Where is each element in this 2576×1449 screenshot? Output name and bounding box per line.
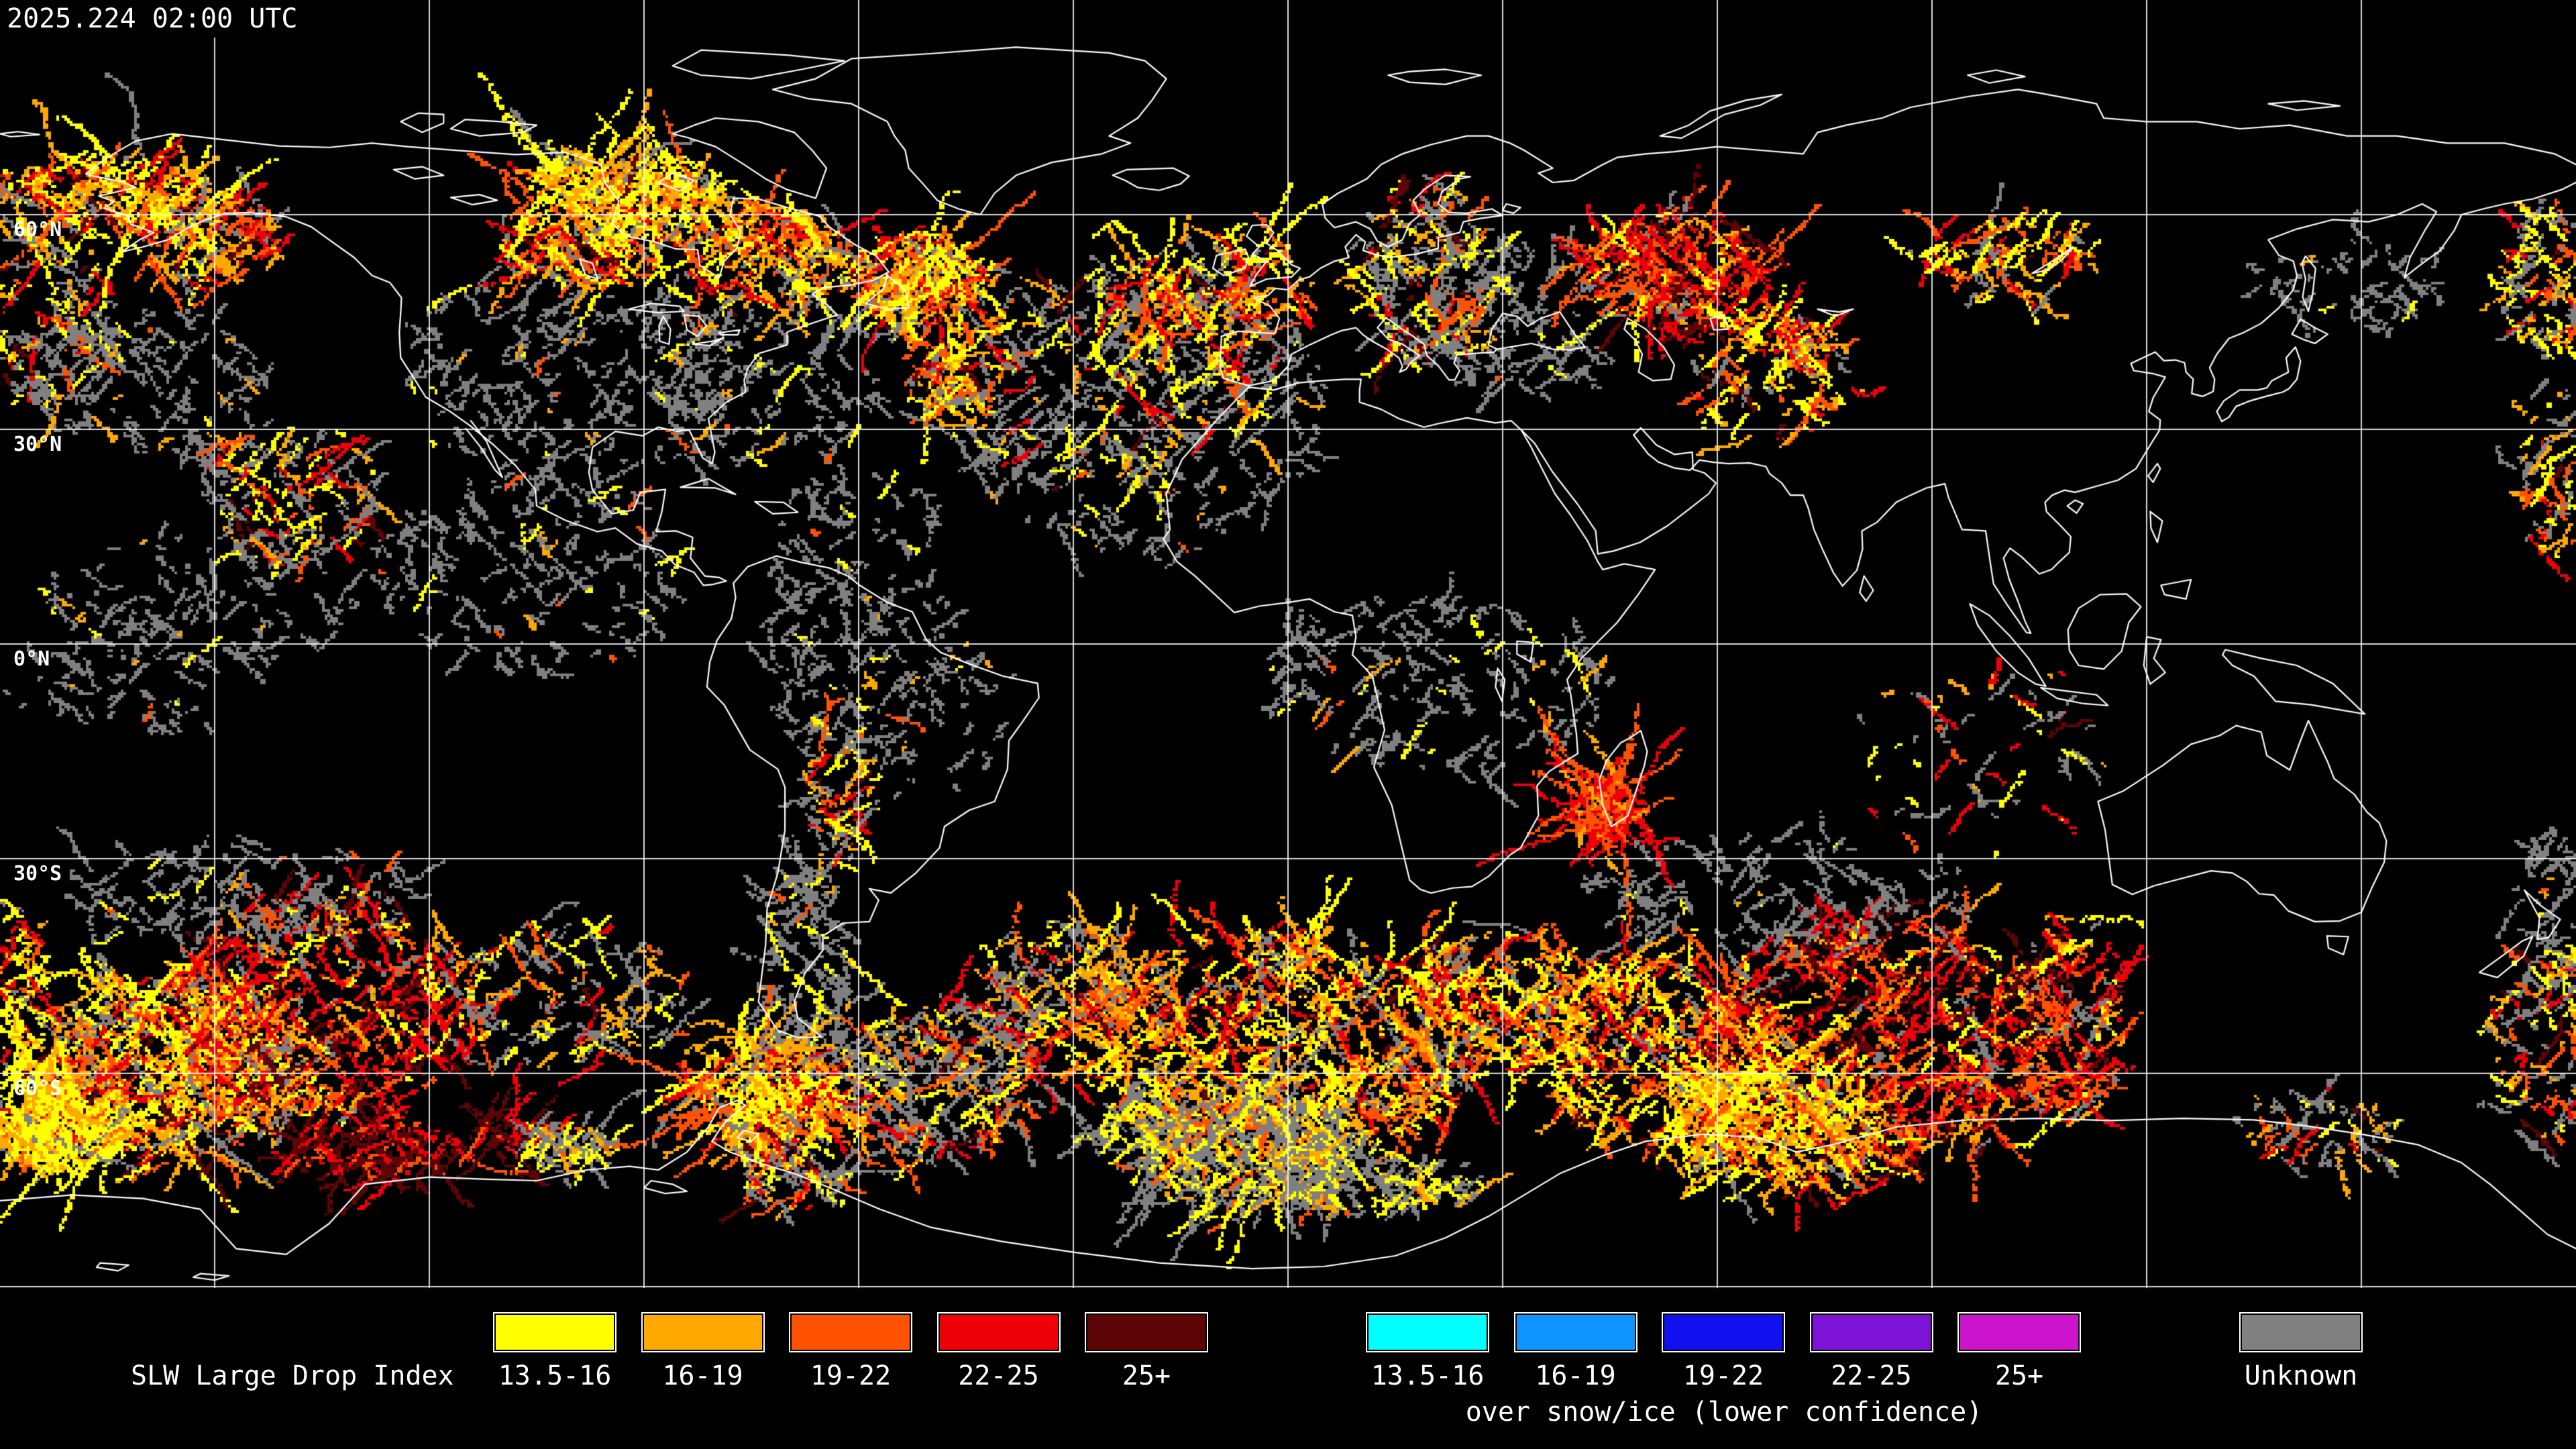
legend-swatch — [789, 1312, 912, 1352]
legend-swatch — [1809, 1312, 1933, 1352]
lat-label: 0°N — [13, 647, 50, 671]
legend-class-label: 19-22 — [1682, 1360, 1764, 1391]
legend-class-label: 22-25 — [958, 1360, 1039, 1391]
legend-swatch — [936, 1312, 1061, 1352]
legend-class-label: 22-25 — [1831, 1360, 1912, 1391]
legend-class-label: 13.5-16 — [1371, 1360, 1485, 1391]
legend-unknown-label: Unknown — [2244, 1360, 2358, 1391]
legend-swatch — [641, 1312, 765, 1352]
lat-label: 60°N — [13, 218, 62, 241]
timestamp: 2025.224 02:00 UTC — [0, 0, 305, 38]
legend-swatch — [493, 1312, 616, 1352]
legend-unknown-swatch — [2239, 1312, 2363, 1352]
legend-class-label: 13.5-16 — [498, 1360, 612, 1391]
legend-class-label: 16-19 — [1535, 1360, 1616, 1391]
lat-label: 30°S — [13, 862, 62, 885]
legend-swatch — [1662, 1312, 1785, 1352]
legend-snowice-note: over snow/ice (lower confidence) — [1465, 1397, 1983, 1428]
legend-title: SLW Large Drop Index — [131, 1360, 454, 1391]
legend-class-label: 25+ — [1994, 1360, 2044, 1391]
legend-class-label: 25+ — [1122, 1360, 1171, 1391]
legend-swatch — [1366, 1312, 1489, 1352]
legend-swatch — [1513, 1312, 1638, 1352]
legend-swatch — [1957, 1312, 2081, 1352]
legend-class-label: 16-19 — [662, 1360, 743, 1391]
legend-class-label: 19-22 — [810, 1360, 892, 1391]
lat-label: 30°N — [13, 433, 62, 456]
legend-swatch — [1085, 1312, 1208, 1352]
lat-label: 60°S — [13, 1077, 62, 1100]
